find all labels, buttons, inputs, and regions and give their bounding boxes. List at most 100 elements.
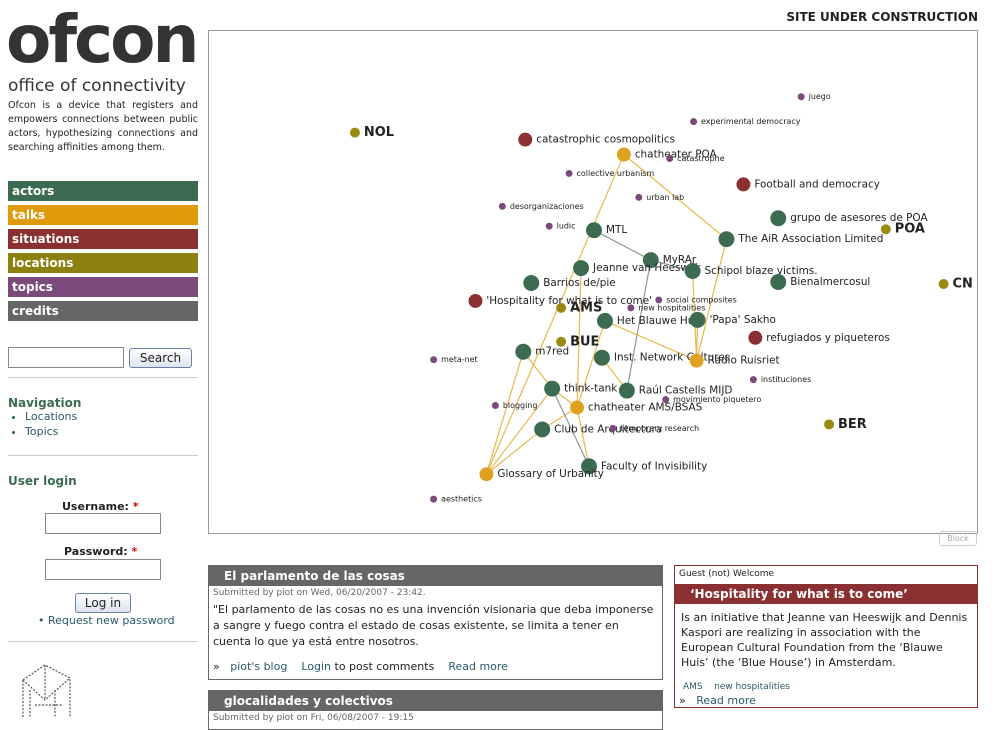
search-button[interactable]: Search — [129, 348, 192, 368]
node[interactable] — [666, 155, 674, 162]
node[interactable] — [609, 424, 617, 432]
node-label: refugiados y piqueteros — [766, 332, 890, 344]
node[interactable] — [684, 263, 701, 280]
node[interactable] — [556, 302, 567, 313]
required: * — [132, 500, 139, 513]
node-label: m7red — [535, 346, 569, 358]
request-password[interactable]: • Request new password — [38, 614, 175, 627]
block-button[interactable]: Block — [939, 531, 977, 546]
node[interactable] — [690, 118, 698, 126]
node[interactable] — [573, 260, 590, 277]
node-label: Het Blauwe Huis — [617, 315, 703, 327]
node[interactable] — [748, 330, 763, 345]
node-label: meta-net — [441, 355, 478, 364]
node[interactable] — [468, 293, 483, 308]
article-title[interactable]: glocalidades y colectivos — [209, 691, 662, 711]
edge — [576, 320, 606, 408]
block-title[interactable]: ‘Hospitality for what is to come’ — [675, 584, 977, 604]
node[interactable] — [518, 132, 533, 147]
node[interactable] — [430, 495, 438, 503]
node[interactable] — [534, 421, 551, 438]
link[interactable]: piot's blog — [230, 660, 288, 673]
node-label: new hospitalities — [638, 303, 705, 312]
edge — [486, 428, 543, 475]
node[interactable] — [642, 252, 659, 269]
house-icon — [22, 664, 71, 717]
node-label: BUE — [570, 334, 599, 349]
node[interactable] — [570, 400, 585, 415]
node[interactable] — [689, 353, 704, 368]
node[interactable] — [430, 356, 438, 364]
password-input[interactable] — [45, 559, 161, 580]
login-title: User login — [8, 474, 77, 488]
label: Password: — [64, 545, 128, 558]
node[interactable] — [616, 147, 631, 162]
node[interactable] — [718, 231, 735, 248]
node[interactable] — [770, 274, 787, 290]
node-label: aesthetics — [441, 495, 482, 504]
node[interactable] — [498, 202, 506, 210]
article-title[interactable]: El parlamento de las cosas — [209, 566, 662, 586]
menu-item[interactable]: situations — [8, 229, 198, 249]
menu-item[interactable]: talks — [8, 205, 198, 225]
edge — [626, 259, 652, 391]
tag[interactable]: new hospitalities — [714, 682, 790, 692]
node[interactable] — [824, 419, 835, 430]
username-input[interactable] — [45, 513, 161, 534]
node-label: think-tank — [564, 383, 618, 395]
login-button[interactable]: Log in — [75, 593, 131, 613]
node[interactable] — [618, 382, 635, 399]
menu-item[interactable]: credits — [8, 301, 198, 321]
node[interactable] — [880, 224, 891, 235]
divider — [8, 455, 198, 456]
menu-item[interactable]: locations — [8, 253, 198, 273]
node[interactable] — [635, 193, 643, 201]
node-label: chatheater AMS/BSAS — [588, 402, 703, 414]
node[interactable] — [515, 343, 532, 360]
node[interactable] — [749, 376, 757, 384]
node[interactable] — [662, 396, 670, 404]
node[interactable] — [596, 312, 613, 329]
link[interactable]: Read more — [448, 660, 508, 673]
node[interactable] — [523, 275, 540, 291]
node[interactable] — [544, 380, 561, 397]
node[interactable] — [545, 222, 553, 230]
tag[interactable]: AMS — [683, 682, 703, 692]
sidebar-block: Guest (not) Welcome ‘Hospitality for wha… — [674, 565, 978, 708]
link[interactable]: Login — [301, 660, 332, 673]
node[interactable] — [581, 458, 597, 475]
nav-link[interactable]: Topics — [25, 424, 77, 439]
node[interactable] — [479, 467, 494, 482]
link[interactable]: Request new password — [48, 614, 175, 627]
node[interactable] — [770, 210, 787, 227]
node[interactable] — [736, 177, 751, 192]
menu-item[interactable]: actors — [8, 181, 198, 201]
node-label: Radio Ruisriet — [708, 355, 780, 367]
node[interactable] — [349, 127, 360, 138]
node[interactable] — [797, 93, 805, 101]
node[interactable] — [655, 296, 663, 304]
read-more: » Read more — [679, 694, 756, 707]
node-label: Jeanne van Heeswijk — [592, 262, 702, 274]
link[interactable]: Read more — [696, 694, 756, 707]
node-label: desorganizaciones — [510, 202, 584, 211]
node-label: Club de Arquitectura — [554, 423, 662, 435]
node-label: MyRAr — [663, 254, 697, 266]
node[interactable] — [627, 304, 635, 312]
logo[interactable]: ofcon — [6, 1, 200, 78]
node[interactable] — [938, 279, 949, 289]
node[interactable] — [565, 169, 573, 177]
node-label: BER — [838, 417, 867, 432]
search-input[interactable] — [8, 347, 124, 368]
text: to post comments — [334, 660, 435, 673]
nav-link[interactable]: Locations — [25, 409, 77, 424]
menu-item[interactable]: topics — [8, 277, 198, 297]
node-label: catastrophe — [677, 154, 725, 163]
node[interactable] — [593, 349, 610, 366]
node-label: blogging — [503, 401, 538, 410]
node[interactable] — [689, 311, 706, 328]
node[interactable] — [491, 402, 499, 409]
node[interactable] — [556, 336, 567, 347]
node[interactable] — [586, 222, 602, 239]
